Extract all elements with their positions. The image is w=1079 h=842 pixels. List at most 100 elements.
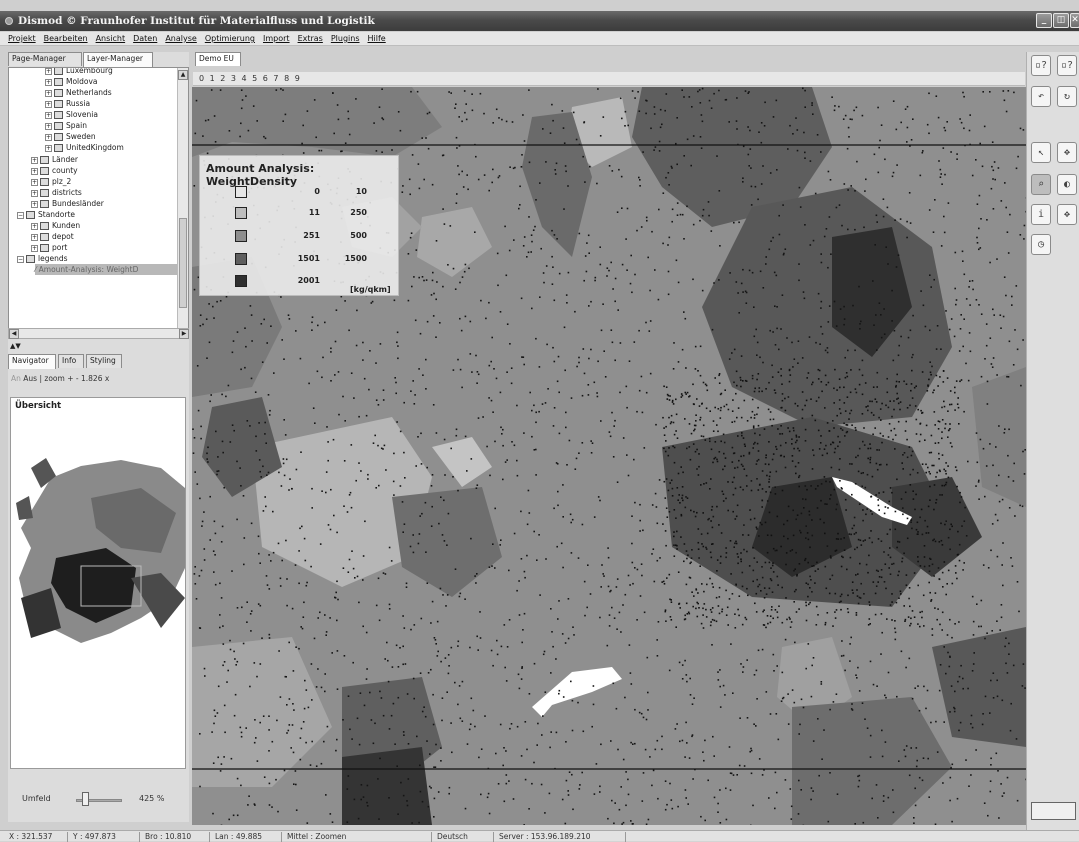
scroll-up-icon[interactable]: ▲ [178,70,188,80]
tree-item-moldova[interactable]: +Moldova [45,76,98,87]
tree-item-plz-2[interactable]: +plz_2 [31,176,71,187]
layer-tree: +Luxembourg +Moldova +Netherlands +Russi… [8,67,189,329]
legend-to: 500 [325,231,367,240]
refresh-icon[interactable]: ↻ [1057,86,1077,107]
tab-navigator[interactable]: Navigator [8,354,56,369]
menu-import[interactable]: Import [259,32,294,46]
tree-item-districts[interactable]: +districts [31,187,82,198]
menu-ansicht[interactable]: Ansicht [92,32,130,46]
umfeld-slider-knob[interactable] [82,792,89,806]
overview-toggle-button[interactable] [1031,802,1076,820]
tree-item-unitedkingdom[interactable]: +UnitedKingdom [45,142,124,153]
tree-item-port[interactable]: +port [31,242,67,253]
layer-icon [40,200,49,208]
expand-icon[interactable]: + [45,145,52,152]
pan-icon[interactable]: ✥ [1057,142,1077,163]
legend-from: 11 [260,208,320,217]
legend-swatch [235,253,247,265]
navigator-toolbar: An Aus | zoom + - 1.826 x [8,372,189,386]
restore-button[interactable]: ◫ [1053,13,1069,28]
tab-page-manager[interactable]: Page-Manager [8,52,82,66]
tab-info[interactable]: Info [58,354,84,368]
expand-icon[interactable]: + [45,123,52,130]
legend-row: 0 10 [200,186,400,200]
pointer-icon[interactable]: ↖ [1031,142,1051,163]
expand-icon[interactable]: + [31,168,38,175]
tree-item-luxembourg[interactable]: +Luxembourg [45,67,113,76]
tree-item-russia[interactable]: +Russia [45,98,90,109]
zoom-layer-icon[interactable]: ▫? [1057,55,1077,76]
menu-bearbeiten[interactable]: Bearbeiten [40,32,92,46]
info-icon[interactable]: i [1031,204,1051,225]
tree-item-county[interactable]: +county [31,165,78,176]
tree-item-bundeslaender[interactable]: +Bundesländer [31,198,104,209]
nav-an-button[interactable]: An [11,374,21,383]
tab-demo-eu[interactable]: Demo EU [195,52,241,66]
expand-icon[interactable]: + [31,245,38,252]
umfeld-label: Umfeld [22,794,51,803]
menu-projekt[interactable]: Projekt [0,32,40,46]
zoom-in-button[interactable]: + [67,374,73,383]
minimize-button[interactable]: _ [1036,13,1052,28]
zoom-back-icon[interactable]: ↶ [1031,86,1051,107]
layer-number-bar[interactable]: 0 1 2 3 4 5 6 7 8 9 [193,72,1025,86]
legend-from: 1501 [260,254,320,263]
tree-scrollbar[interactable]: ▲ [177,68,188,329]
menu-optimierung[interactable]: Optimierung [201,32,259,46]
zoom-layer-icon[interactable]: ▫? [1031,55,1051,76]
collapse-icon[interactable]: − [17,256,24,263]
menu-hilfe[interactable]: Hilfe [364,32,390,46]
expand-icon[interactable]: + [45,101,52,108]
menu-plugins[interactable]: Plugins [327,32,364,46]
tree-item-depot[interactable]: +depot [31,231,74,242]
zoom-out-button[interactable]: - [76,374,79,383]
tree-item-slovenia[interactable]: +Slovenia [45,109,98,120]
nav-aus-button[interactable]: Aus [23,374,37,383]
scroll-left-icon[interactable]: ◀ [9,329,19,339]
expand-icon[interactable]: + [45,112,52,119]
overview-map[interactable]: Übersicht [10,397,186,769]
expand-icon[interactable]: + [31,223,38,230]
expand-icon[interactable]: + [31,190,38,197]
clock-icon[interactable]: ◷ [1031,234,1051,255]
app-icon [5,17,13,25]
expand-icon[interactable]: + [31,157,38,164]
tree-item-kunden[interactable]: +Kunden [31,220,80,231]
tree-hscrollbar[interactable]: ◀ ▶ [8,328,189,339]
tree-item-standorte[interactable]: −Standorte [17,209,75,220]
layer-icon [54,78,63,86]
tree-item-sweden[interactable]: +Sweden [45,131,96,142]
expand-icon[interactable]: + [31,201,38,208]
tree-item-amount-analysis[interactable]: ⁄ Amount-Analysis: WeightD [35,264,179,275]
layer-icon [54,111,63,119]
scroll-right-icon[interactable]: ▶ [179,329,189,339]
close-button[interactable]: ✕ [1070,13,1079,28]
window-title: Dismod © Fraunhofer Institut für Materia… [18,15,375,27]
menu-daten[interactable]: Daten [129,32,161,46]
collapse-icon[interactable]: − [17,212,24,219]
tree-item-spain[interactable]: +Spain [45,120,87,131]
tree-item-legends[interactable]: −legends [17,253,68,264]
expand-icon[interactable]: + [45,134,52,141]
right-toolbar: ▫? ▫? ↶ ↻ ↖ ✥ ⌕ ◐ i ✥ ◷ [1026,52,1079,830]
expand-icon[interactable]: + [45,79,52,86]
zoom-out-icon[interactable]: ◐ [1057,174,1077,195]
expand-icon[interactable]: + [31,179,38,186]
tree-item-laender[interactable]: +Länder [31,154,78,165]
tree-item-netherlands[interactable]: +Netherlands [45,87,112,98]
legend-row: 1501 1500 [200,253,400,267]
select-icon[interactable]: ✥ [1057,204,1077,225]
scroll-thumb[interactable] [179,218,187,308]
title-bar: Dismod © Fraunhofer Institut für Materia… [0,11,1079,31]
menu-extras[interactable]: Extras [294,32,327,46]
splitter-arrows-icon[interactable]: ▲▼ [10,342,21,350]
tab-styling[interactable]: Styling [86,354,122,368]
expand-icon[interactable]: + [31,234,38,241]
legend-to: 10 [325,187,367,196]
expand-icon[interactable]: + [45,68,52,75]
expand-icon[interactable]: + [45,90,52,97]
legend-to: 1500 [325,254,367,263]
zoom-icon[interactable]: ⌕ [1031,174,1051,195]
menu-analyse[interactable]: Analyse [161,32,201,46]
tab-layer-manager[interactable]: Layer-Manager [83,52,153,67]
